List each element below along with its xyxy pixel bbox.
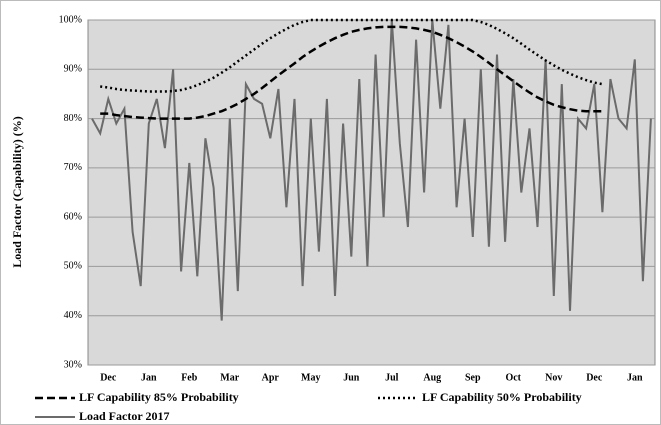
- y-tick-label: 90%: [64, 64, 82, 75]
- y-tick-label: 100%: [59, 14, 82, 25]
- x-tick-label: Jan: [627, 372, 643, 383]
- y-tick-label: 40%: [64, 310, 82, 321]
- x-tick-label: Dec: [100, 372, 117, 383]
- x-tick-label: Sep: [465, 372, 481, 383]
- x-tick-label: Dec: [586, 372, 603, 383]
- x-tick-label: May: [301, 372, 320, 383]
- y-tick-label: 50%: [64, 261, 82, 272]
- legend-label: LF Capability 50% Probability: [422, 390, 582, 404]
- y-tick-label: 30%: [64, 359, 82, 370]
- y-axis-label: Load Factor (Capability) (%): [10, 116, 24, 267]
- series-line: [91, 19, 652, 321]
- y-tick-label: 80%: [64, 113, 82, 124]
- y-tick-label: 70%: [64, 162, 82, 173]
- x-tick-label: Jan: [141, 372, 157, 383]
- x-tick-label: Nov: [545, 372, 562, 383]
- x-tick-label: Mar: [220, 372, 239, 383]
- series-line: [100, 25, 603, 120]
- x-tick-label: Oct: [505, 372, 521, 383]
- x-tick-label: Jun: [343, 372, 360, 383]
- x-tick-label: Jul: [385, 372, 399, 383]
- legend-label: Load Factor 2017: [79, 409, 169, 423]
- series-line: [100, 18, 603, 93]
- x-tick-label: Aug: [423, 372, 441, 383]
- x-tick-label: Apr: [262, 372, 280, 383]
- legend-label: LF Capability 85% Probability: [79, 390, 239, 404]
- x-tick-label: Feb: [181, 372, 198, 383]
- plot-area: [87, 19, 656, 366]
- y-tick-label: 60%: [64, 211, 82, 222]
